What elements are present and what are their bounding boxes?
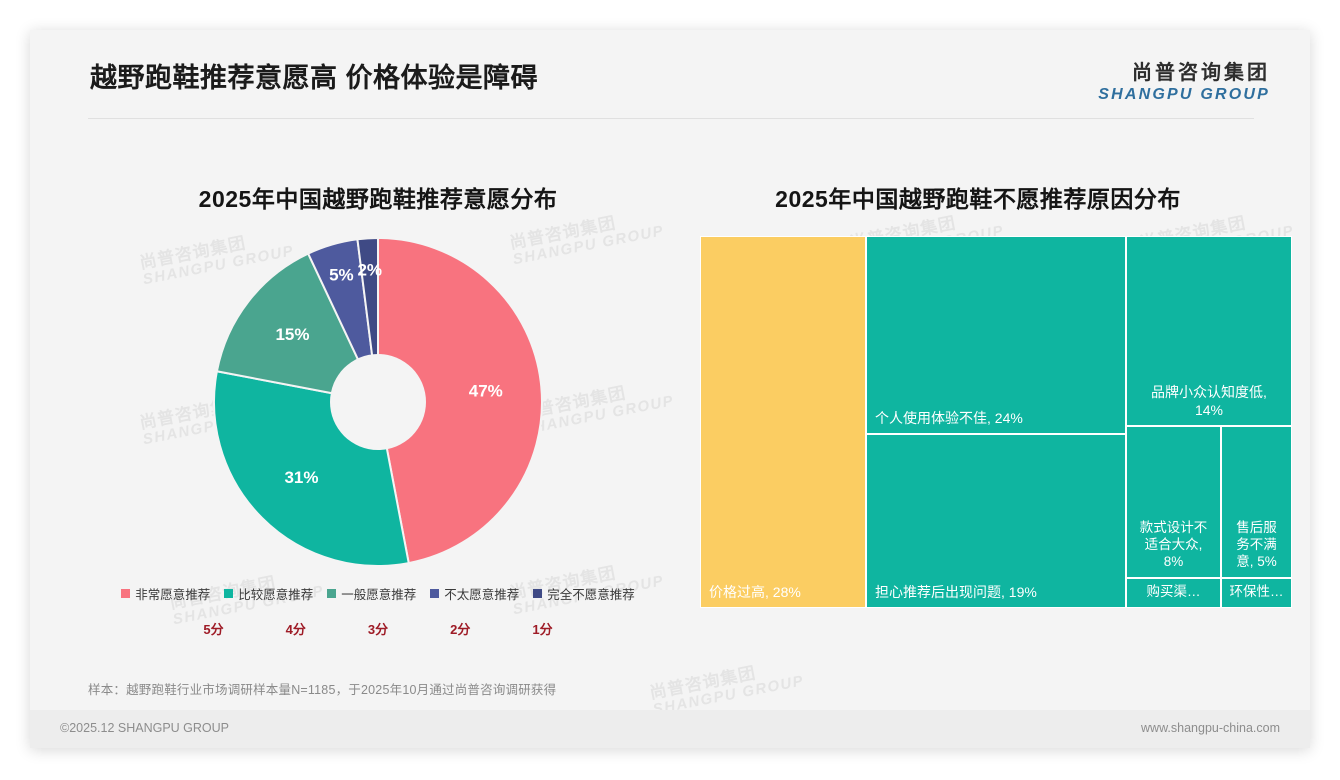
slide-card: 尚普咨询集团 SHANGPU GROUP 尚普咨询集团 SHANGPU GROUP … <box>30 30 1310 748</box>
treemap-tile[interactable]: 价格过高, 28% <box>700 236 866 608</box>
donut-slice-label: 2% <box>357 261 382 280</box>
treemap-tile-label: 担心推荐后出现问题, 19% <box>875 583 1037 600</box>
donut-slice-label: 47% <box>469 381 503 400</box>
score-label: 5分 <box>203 622 224 637</box>
treemap-tile[interactable]: 环保性… <box>1221 578 1292 608</box>
logo-english-text: SHANGPU GROUP <box>1098 86 1270 103</box>
panel-recommendation-willingness: 2025年中国越野跑鞋推荐意愿分布 47% 31% 15% 5% 2% 非常愿意推荐 比较… <box>88 148 668 708</box>
legend-swatch <box>327 589 337 598</box>
legend-item[interactable]: 一般愿意推荐 <box>327 584 416 603</box>
treemap-tile-label: 购买渠… <box>1146 584 1201 600</box>
legend-label: 比较愿意推荐 <box>238 588 314 602</box>
logo-chinese-text: 尚普咨询集团 <box>1132 62 1270 84</box>
score-label: 1分 <box>532 622 553 637</box>
source-note: 样本：越野跑鞋行业市场调研样本量N=1185，于2025年10月通过尚普咨询调研… <box>88 683 557 697</box>
brand-logo: 尚普咨询集团 SHANGPU GROUP <box>1098 56 1270 104</box>
treemap-tile-label: 环保性… <box>1229 584 1284 600</box>
legend-swatch <box>121 589 131 598</box>
footer-copyright: ©2025.12 SHANGPU GROUP <box>60 721 229 735</box>
legend-item[interactable]: 不太愿意推荐 <box>430 584 519 603</box>
treemap-chart: 价格过高, 28% 个人使用体验不佳, 24% 担心推荐后出现问题, 19% 品牌小众… <box>700 236 1292 608</box>
legend-swatch <box>224 589 234 598</box>
panel-unwilling-reasons: 2025年中国越野跑鞋不愿推荐原因分布 价格过高, 28% 个人使用体验不佳, 2… <box>698 148 1292 708</box>
donut-slice-label: 15% <box>275 325 309 344</box>
treemap-tile[interactable]: 个人使用体验不佳, 24% <box>866 236 1126 434</box>
treemap-tile[interactable]: 款式设计不 适合大众, 8% <box>1126 426 1221 578</box>
donut-slice[interactable] <box>377 236 543 565</box>
legend-swatch <box>430 589 440 598</box>
legend-label: 一般愿意推荐 <box>341 588 417 602</box>
score-label: 3分 <box>367 622 389 637</box>
donut-slice[interactable] <box>215 252 380 404</box>
slide-footer: ©2025.12 SHANGPU GROUP www.shangpu-china… <box>30 710 1310 748</box>
treemap-tile-label: 售后服 务不满 意, 5% <box>1236 520 1277 570</box>
legend-item[interactable]: 比较愿意推荐 <box>224 584 313 603</box>
treemap-tile-label: 个人使用体验不佳, 24% <box>875 409 1023 426</box>
donut-slice-label: 5% <box>329 265 354 284</box>
donut-hole <box>330 354 426 450</box>
legend-label: 完全不愿意推荐 <box>547 588 635 602</box>
donut-slice-label: 31% <box>284 468 318 487</box>
footer-website[interactable]: www.shangpu-china.com <box>1141 721 1280 735</box>
legend-label: 非常愿意推荐 <box>135 588 211 602</box>
treemap-tile-label: 款式设计不 适合大众, 8% <box>1139 520 1208 570</box>
left-chart-title: 2025年中国越野跑鞋推荐意愿分布 <box>198 186 558 212</box>
score-label: 4分 <box>285 622 306 637</box>
legend-swatch <box>533 589 543 598</box>
legend-label: 不太愿意推荐 <box>444 588 520 602</box>
donut-svg: 47% 31% 15% 5% 2% <box>213 236 543 567</box>
treemap-tile[interactable]: 购买渠… <box>1126 578 1221 608</box>
treemap-tile[interactable]: 品牌小众认知度低, 14% <box>1126 236 1292 426</box>
header-divider <box>88 118 1254 119</box>
slide-header: 越野跑鞋推荐意愿高 价格体验是障碍 尚普咨询集团 SHANGPU GROUP <box>30 30 1310 118</box>
treemap-tile-label: 价格过高, 28% <box>709 583 801 600</box>
donut-legend: 非常愿意推荐 比较愿意推荐 一般愿意推荐 不太愿意推荐 完全不愿意推荐 <box>88 584 668 603</box>
treemap-tile[interactable]: 担心推荐后出现问题, 19% <box>866 434 1126 608</box>
right-chart-title: 2025年中国越野跑鞋不愿推荐原因分布 <box>775 186 1181 212</box>
donut-chart: 47% 31% 15% 5% 2% <box>208 232 548 572</box>
page-title: 越野跑鞋推荐意愿高 价格体验是障碍 <box>90 63 539 93</box>
legend-item[interactable]: 非常愿意推荐 <box>121 584 210 603</box>
treemap-tile[interactable]: 售后服 务不满 意, 5% <box>1221 426 1292 578</box>
legend-item[interactable]: 完全不愿意推荐 <box>533 584 635 603</box>
score-row: 5分 4分 3分 2分 1分 <box>88 619 668 638</box>
score-label: 2分 <box>450 622 471 637</box>
treemap-tile-label: 品牌小众认知度低, 14% <box>1151 384 1267 418</box>
